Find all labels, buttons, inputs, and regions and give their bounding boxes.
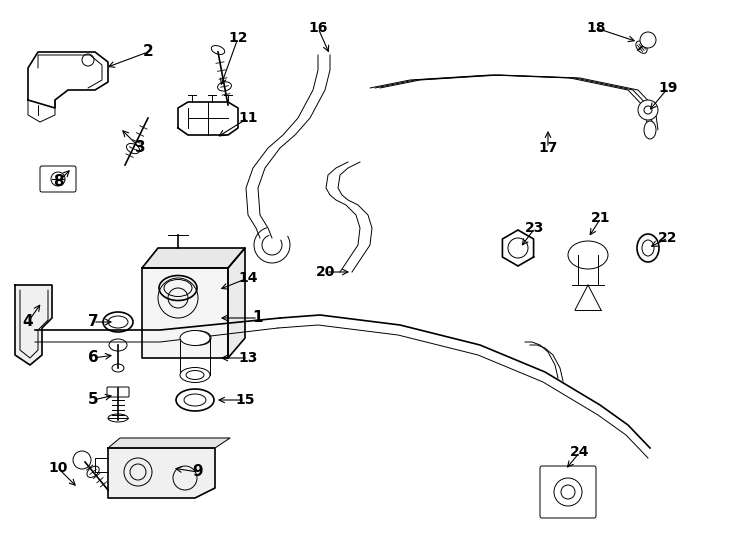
Text: 1: 1 bbox=[252, 310, 264, 326]
Polygon shape bbox=[178, 102, 238, 135]
Text: 3: 3 bbox=[134, 140, 145, 156]
Text: 20: 20 bbox=[316, 265, 335, 279]
Circle shape bbox=[638, 100, 658, 120]
Text: 23: 23 bbox=[526, 221, 545, 235]
Text: 18: 18 bbox=[586, 21, 606, 35]
Polygon shape bbox=[142, 268, 228, 358]
Text: 21: 21 bbox=[592, 211, 611, 225]
Text: 4: 4 bbox=[23, 314, 33, 329]
Polygon shape bbox=[108, 448, 215, 498]
Text: 17: 17 bbox=[538, 141, 558, 155]
FancyBboxPatch shape bbox=[107, 387, 129, 397]
Ellipse shape bbox=[568, 241, 608, 269]
Text: 13: 13 bbox=[239, 351, 258, 365]
Text: 15: 15 bbox=[236, 393, 255, 407]
Polygon shape bbox=[108, 438, 230, 448]
Text: 8: 8 bbox=[53, 174, 63, 190]
Ellipse shape bbox=[112, 364, 124, 372]
Text: 10: 10 bbox=[48, 461, 68, 475]
Polygon shape bbox=[15, 285, 52, 365]
Text: 16: 16 bbox=[308, 21, 327, 35]
Text: 5: 5 bbox=[87, 393, 98, 408]
Text: 12: 12 bbox=[228, 31, 248, 45]
Text: 6: 6 bbox=[87, 350, 98, 366]
Polygon shape bbox=[228, 248, 245, 358]
Text: 2: 2 bbox=[142, 44, 153, 59]
Circle shape bbox=[640, 32, 656, 48]
Text: 9: 9 bbox=[193, 464, 203, 480]
Ellipse shape bbox=[644, 121, 656, 139]
Polygon shape bbox=[142, 248, 245, 268]
Text: 24: 24 bbox=[570, 445, 589, 459]
Text: 11: 11 bbox=[239, 111, 258, 125]
Ellipse shape bbox=[180, 330, 210, 346]
FancyBboxPatch shape bbox=[540, 466, 596, 518]
Ellipse shape bbox=[180, 368, 210, 382]
Text: 22: 22 bbox=[658, 231, 677, 245]
Text: 19: 19 bbox=[658, 81, 677, 95]
Text: 7: 7 bbox=[87, 314, 98, 329]
Text: 14: 14 bbox=[239, 271, 258, 285]
FancyBboxPatch shape bbox=[40, 166, 76, 192]
